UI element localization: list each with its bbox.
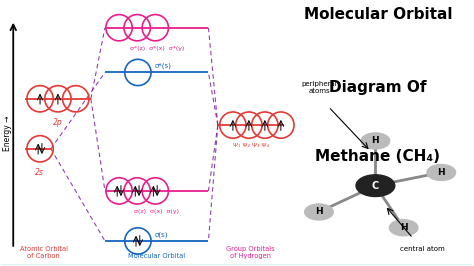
Text: H: H [438,168,445,177]
Text: σ*(s): σ*(s) [155,63,171,69]
Text: σ*(z)  σ*(x)  σ*(y): σ*(z) σ*(x) σ*(y) [129,45,184,51]
Text: Atomic Orbital
of Carbon: Atomic Orbital of Carbon [20,246,68,259]
Text: Molecular Orbital: Molecular Orbital [128,253,185,259]
Bar [1,265,472,266]
Circle shape [427,164,456,181]
Text: σ(s): σ(s) [155,231,168,238]
Text: Ψ₁ Ψ₂ Ψ₃ Ψ₄: Ψ₁ Ψ₂ Ψ₃ Ψ₄ [233,143,269,148]
Text: Molecular Orbital: Molecular Orbital [303,7,452,22]
Text: H: H [400,223,408,232]
Text: central atom: central atom [400,246,445,252]
Text: H: H [315,207,323,217]
Text: Energy →: Energy → [3,115,12,151]
Text: H: H [372,136,379,146]
Text: σ(z)  σ(x)  σ(y): σ(z) σ(x) σ(y) [134,209,179,214]
Circle shape [361,133,390,149]
Text: peripheral
atoms: peripheral atoms [301,81,337,94]
Text: C: C [372,181,379,191]
Circle shape [389,220,418,236]
Text: 2p: 2p [53,118,63,127]
Text: Diagram Of: Diagram Of [329,80,427,95]
Text: Methane (CH₄): Methane (CH₄) [315,149,440,164]
Text: 2s: 2s [35,168,44,177]
Circle shape [305,204,333,220]
Circle shape [356,175,395,197]
Text: Group Orbitals
of Hydrogen: Group Orbitals of Hydrogen [227,246,275,259]
